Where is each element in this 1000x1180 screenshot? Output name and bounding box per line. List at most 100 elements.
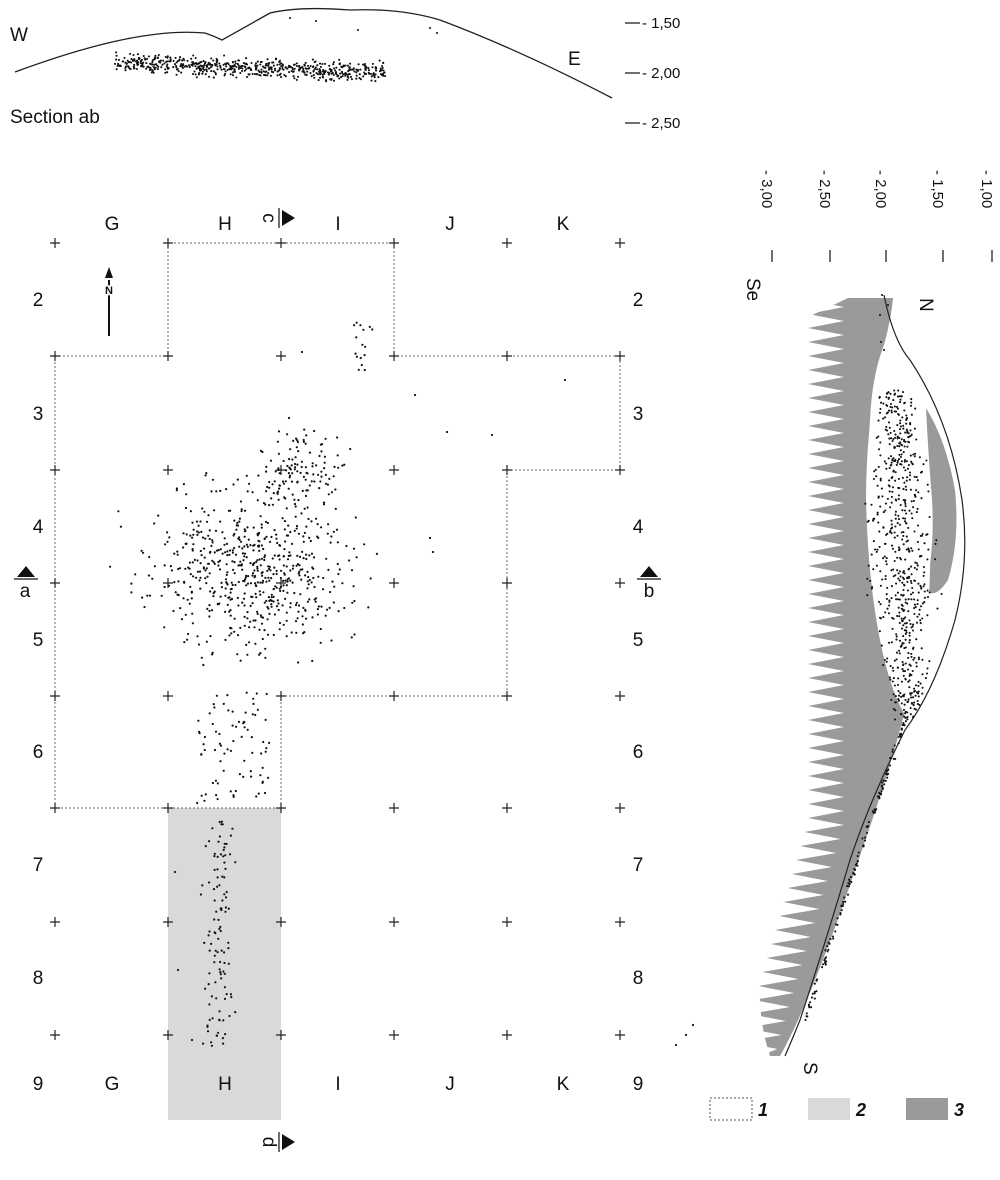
find-dot	[284, 540, 287, 543]
find-dot	[925, 459, 928, 462]
find-dot	[254, 619, 257, 622]
find-dot	[855, 862, 858, 865]
find-dot	[911, 629, 915, 632]
find-dot	[286, 580, 289, 583]
find-dot	[229, 749, 232, 753]
find-dot	[154, 66, 157, 69]
plan-excavation-outline	[54, 242, 621, 809]
find-dot	[848, 883, 851, 886]
find-dot	[153, 522, 156, 525]
find-dot	[895, 463, 898, 466]
find-dot	[312, 70, 315, 73]
find-dot	[149, 68, 152, 71]
find-dot	[268, 504, 271, 507]
find-dot	[897, 649, 901, 652]
find-dot	[332, 61, 335, 64]
find-dot	[253, 543, 256, 547]
find-dot	[276, 74, 279, 77]
find-dot	[223, 752, 226, 755]
find-dot	[278, 487, 281, 490]
find-dot	[216, 855, 219, 859]
grid-cross	[389, 917, 399, 927]
find-dot	[921, 617, 924, 620]
find-dot	[886, 773, 889, 776]
find-dot	[358, 77, 361, 80]
find-dot	[815, 979, 818, 982]
find-dot	[346, 78, 349, 81]
find-dot	[199, 587, 202, 590]
find-dot	[902, 517, 905, 520]
find-dot	[272, 595, 275, 599]
find-dot	[207, 75, 211, 78]
find-dot	[281, 480, 285, 483]
find-dot	[854, 868, 857, 871]
find-dot	[908, 631, 911, 635]
find-dot	[259, 61, 262, 64]
find-dot	[901, 476, 904, 479]
find-dot	[882, 616, 885, 619]
find-dot	[204, 793, 207, 796]
find-dot	[906, 589, 909, 592]
find-dot	[907, 463, 910, 467]
find-dot	[899, 645, 902, 648]
find-dot	[904, 517, 907, 520]
find-dot	[243, 604, 246, 607]
find-dot	[268, 579, 271, 582]
find-dot	[284, 497, 287, 500]
find-dot	[898, 428, 902, 431]
find-dot	[257, 531, 261, 535]
find-dot	[435, 31, 439, 35]
find-dot	[342, 73, 345, 76]
find-dot	[212, 70, 215, 73]
find-dot	[259, 614, 262, 617]
grid-cross	[502, 803, 512, 813]
find-dot	[313, 585, 316, 589]
find-dot	[297, 661, 300, 664]
find-dot	[206, 520, 209, 523]
find-dot	[321, 62, 324, 66]
find-dot	[881, 788, 884, 791]
find-dot	[295, 446, 298, 449]
find-dot	[203, 941, 206, 945]
find-dot	[243, 721, 246, 724]
find-dot	[908, 567, 911, 570]
find-dot	[867, 821, 870, 824]
find-dot	[307, 575, 310, 579]
find-dot	[222, 848, 225, 852]
find-dot	[215, 549, 219, 552]
section-ab-east-label: E	[568, 49, 581, 70]
find-dot	[312, 74, 315, 77]
find-dot	[905, 622, 908, 625]
find-dot	[289, 65, 292, 68]
find-dot	[259, 593, 262, 596]
find-dot	[198, 62, 201, 65]
find-dot	[301, 65, 304, 68]
find-dot	[247, 575, 250, 578]
find-dot	[298, 564, 301, 567]
find-dot	[896, 522, 899, 525]
find-dot	[221, 552, 224, 555]
find-dot	[898, 570, 902, 573]
legend: 1 2 3	[709, 1097, 964, 1121]
find-dot	[289, 530, 292, 534]
find-dot	[126, 65, 130, 68]
find-dot	[891, 476, 894, 479]
find-dot	[264, 66, 267, 69]
find-dot	[915, 691, 919, 694]
find-dot	[309, 539, 312, 543]
find-dot	[897, 699, 901, 702]
find-dot	[173, 552, 176, 555]
find-dot	[182, 483, 185, 486]
find-dot	[898, 611, 901, 614]
find-dot	[365, 72, 368, 75]
find-dot	[267, 607, 270, 610]
find-dot	[164, 543, 167, 546]
find-dot	[199, 520, 202, 523]
find-dot	[913, 493, 916, 496]
find-dot	[910, 500, 913, 503]
find-dot	[323, 467, 326, 470]
find-dot	[815, 990, 818, 993]
find-dot	[926, 483, 929, 486]
find-dot	[805, 1015, 808, 1018]
find-dot	[255, 560, 258, 564]
